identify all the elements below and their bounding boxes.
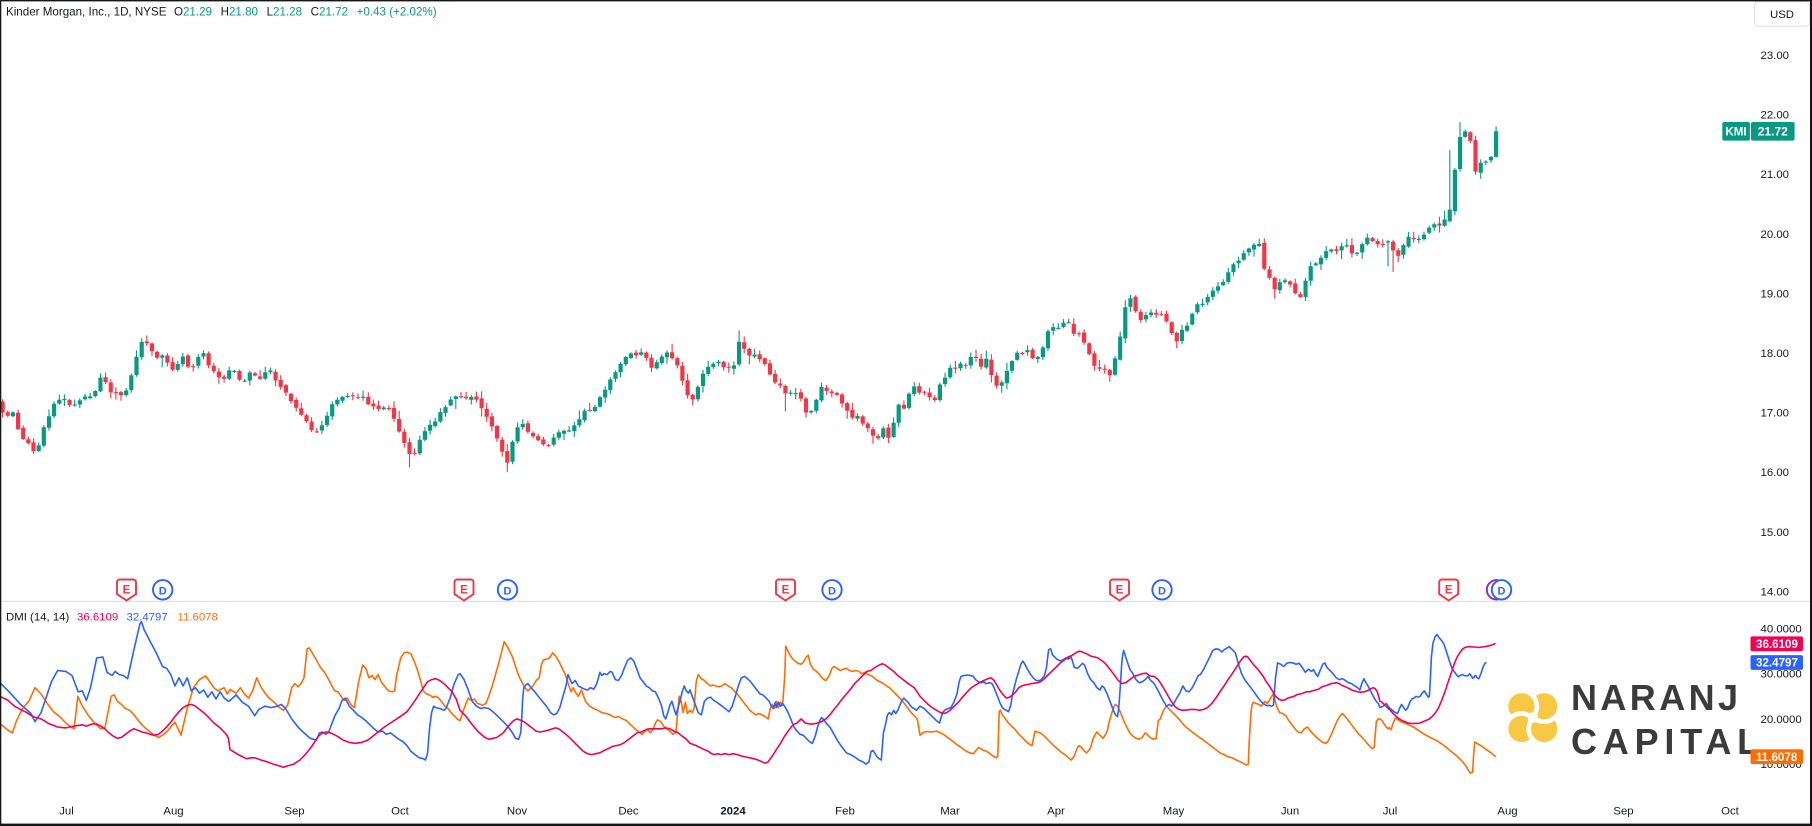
svg-text:Dec: Dec [618, 806, 639, 818]
svg-text:KMI: KMI [1725, 126, 1746, 139]
svg-text:D: D [504, 585, 512, 597]
svg-text:20.00: 20.00 [1761, 229, 1790, 241]
svg-text:17.00: 17.00 [1761, 408, 1790, 420]
svg-text:D: D [828, 585, 836, 597]
svg-text:Jul: Jul [1383, 806, 1398, 818]
svg-text:Oct: Oct [1721, 806, 1740, 818]
svg-text:40.0000: 40.0000 [1761, 624, 1802, 636]
svg-text:15.00: 15.00 [1761, 527, 1790, 539]
svg-text:USD: USD [1770, 9, 1794, 21]
svg-text:Aug: Aug [1497, 806, 1517, 818]
svg-text:36.6109: 36.6109 [77, 612, 118, 624]
svg-text:E: E [1445, 585, 1453, 597]
svg-text:DMI (14, 14): DMI (14, 14) [6, 612, 70, 624]
svg-text:18.00: 18.00 [1761, 348, 1790, 360]
svg-text:30.0000: 30.0000 [1761, 669, 1802, 681]
svg-text:D: D [159, 585, 167, 597]
svg-text:32.4797: 32.4797 [1756, 657, 1798, 670]
svg-text:20.0000: 20.0000 [1761, 714, 1802, 726]
svg-text:E: E [782, 585, 790, 597]
svg-text:E: E [460, 585, 468, 597]
svg-text:Oct: Oct [391, 806, 410, 818]
svg-text:D: D [1158, 585, 1166, 597]
svg-text:Nov: Nov [507, 806, 528, 818]
svg-text:21.72: 21.72 [1758, 125, 1788, 139]
svg-text:E: E [1116, 585, 1124, 597]
svg-text:16.00: 16.00 [1761, 467, 1790, 479]
svg-text:19.00: 19.00 [1761, 288, 1790, 300]
svg-text:21.00: 21.00 [1761, 169, 1790, 181]
svg-text:Apr: Apr [1047, 806, 1065, 818]
svg-text:2024: 2024 [720, 806, 746, 818]
svg-text:CAPITAL: CAPITAL [1571, 721, 1765, 762]
svg-text:14.00: 14.00 [1761, 586, 1790, 598]
svg-text:Jul: Jul [59, 806, 74, 818]
svg-text:11.6078: 11.6078 [178, 612, 218, 624]
svg-text:Sep: Sep [284, 806, 304, 818]
svg-text:22.00: 22.00 [1761, 110, 1790, 122]
svg-text:Sep: Sep [1613, 806, 1633, 818]
svg-text:32.4797: 32.4797 [127, 612, 168, 624]
svg-text:Jun: Jun [1281, 806, 1299, 818]
svg-text:11.6078: 11.6078 [1756, 751, 1798, 764]
svg-text:Feb: Feb [835, 806, 855, 818]
svg-text:Aug: Aug [163, 806, 183, 818]
svg-text:NARANJ: NARANJ [1571, 677, 1741, 718]
svg-text:E: E [123, 585, 131, 597]
svg-text:D: D [1498, 585, 1506, 597]
svg-text:Mar: Mar [940, 806, 960, 818]
svg-text:May: May [1163, 806, 1185, 818]
svg-text:36.6109: 36.6109 [1756, 638, 1798, 651]
svg-text:23.00: 23.00 [1761, 50, 1790, 62]
